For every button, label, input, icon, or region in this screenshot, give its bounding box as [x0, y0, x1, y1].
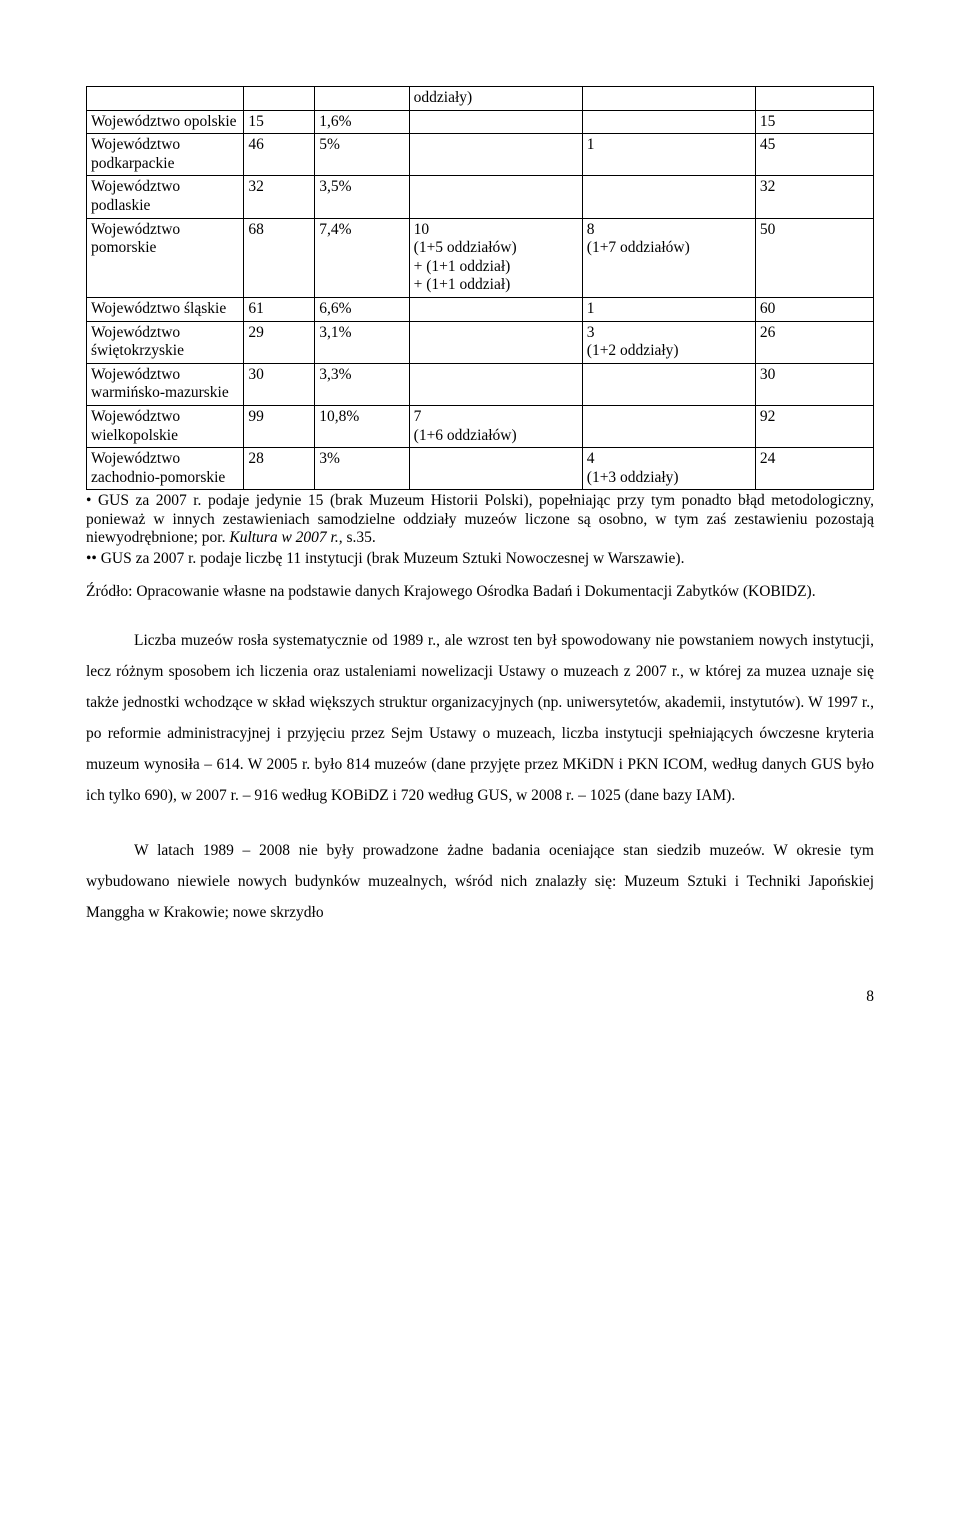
paragraph-1: Liczba muzeów rosła systematycznie od 19…	[86, 625, 874, 811]
table-row: Województwo świętokrzyskie293,1% 3(1+2 od…	[87, 321, 874, 363]
table-cell: 32	[244, 176, 315, 218]
table-cell	[582, 405, 755, 447]
footnote-1-post: s.35.	[343, 529, 376, 546]
table-row: Województwo warmińsko-mazurskie303,3%30	[87, 363, 874, 405]
table-cell: Województwo podlaskie	[87, 176, 244, 218]
table-row: Województwo zachodnio-pomorskie283% 4(1+3…	[87, 448, 874, 490]
table-cell: 32	[755, 176, 873, 218]
page-number: 8	[86, 988, 874, 1007]
table-cell	[582, 110, 755, 134]
table-row: Województwo podlaskie323,5%32	[87, 176, 874, 218]
table-cell: 50	[755, 218, 873, 297]
table-header-cell	[315, 87, 409, 111]
table-header-cell: oddziały)	[409, 87, 582, 111]
table-header-cell	[582, 87, 755, 111]
table-cell: Województwo zachodnio-pomorskie	[87, 448, 244, 490]
table-cell: 6,6%	[315, 297, 409, 321]
table-row: Województwo śląskie616,6% 160	[87, 297, 874, 321]
footnote-1-pre: • GUS za 2007 r. podaje jedynie 15 (brak…	[86, 492, 874, 546]
table-row: Województwo podkarpackie465% 145	[87, 134, 874, 176]
table-cell	[409, 134, 582, 176]
table-cell	[409, 110, 582, 134]
table-cell: 29	[244, 321, 315, 363]
table-cell: 3,5%	[315, 176, 409, 218]
table-cell: Województwo wielkopolskie	[87, 405, 244, 447]
table-cell	[409, 321, 582, 363]
table-cell: Województwo opolskie	[87, 110, 244, 134]
table-cell: 10,8%	[315, 405, 409, 447]
table-cell: 60	[755, 297, 873, 321]
table-cell: 1,6%	[315, 110, 409, 134]
table-cell: 4(1+3 oddziały)	[582, 448, 755, 490]
table-cell: 1	[582, 297, 755, 321]
table-header-cell	[87, 87, 244, 111]
table-cell: Województwo świętokrzyskie	[87, 321, 244, 363]
table-cell	[409, 363, 582, 405]
table-cell: 5%	[315, 134, 409, 176]
table-cell: 7(1+6 oddziałów)	[409, 405, 582, 447]
table-cell: Województwo podkarpackie	[87, 134, 244, 176]
footnote-1: • GUS za 2007 r. podaje jedynie 15 (brak…	[86, 492, 874, 548]
source-line: Źródło: Opracowanie własne na podstawie …	[86, 583, 874, 602]
table-cell: 1	[582, 134, 755, 176]
table-cell: 8(1+7 oddziałów)	[582, 218, 755, 297]
table-cell: 3(1+2 oddziały)	[582, 321, 755, 363]
table-header-cell	[244, 87, 315, 111]
table-cell: 92	[755, 405, 873, 447]
table-cell: 46	[244, 134, 315, 176]
table-cell: Województwo śląskie	[87, 297, 244, 321]
paragraph-2: W latach 1989 – 2008 nie były prowadzone…	[86, 835, 874, 928]
table-cell: 30	[244, 363, 315, 405]
table-cell: 15	[244, 110, 315, 134]
footnote-1-italic: Kultura w 2007 r.,	[229, 529, 342, 546]
table-cell: 45	[755, 134, 873, 176]
table-cell: 68	[244, 218, 315, 297]
table-cell: Województwo pomorskie	[87, 218, 244, 297]
table-cell: 3,1%	[315, 321, 409, 363]
footnote-2: •• GUS za 2007 r. podaje liczbę 11 insty…	[86, 550, 874, 569]
table-cell: 15	[755, 110, 873, 134]
table-header-cell	[755, 87, 873, 111]
table-cell: 7,4%	[315, 218, 409, 297]
table-cell	[409, 297, 582, 321]
table-cell	[582, 363, 755, 405]
table-cell: 3,3%	[315, 363, 409, 405]
table-cell: Województwo warmińsko-mazurskie	[87, 363, 244, 405]
data-table: oddziały)Województwo opolskie151,6%15Woj…	[86, 86, 874, 490]
table-cell: 28	[244, 448, 315, 490]
table-row: Województwo opolskie151,6%15	[87, 110, 874, 134]
table-cell: 61	[244, 297, 315, 321]
table-row: Województwo pomorskie687,4%10(1+5 oddzia…	[87, 218, 874, 297]
table-cell: 24	[755, 448, 873, 490]
table-cell	[409, 448, 582, 490]
table-cell: 3%	[315, 448, 409, 490]
table-row: Województwo wielkopolskie9910,8%7(1+6 od…	[87, 405, 874, 447]
table-cell: 99	[244, 405, 315, 447]
table-cell: 30	[755, 363, 873, 405]
table-cell: 10(1+5 oddziałów)+ (1+1 oddział)+ (1+1 o…	[409, 218, 582, 297]
table-cell	[409, 176, 582, 218]
table-cell	[582, 176, 755, 218]
table-cell: 26	[755, 321, 873, 363]
